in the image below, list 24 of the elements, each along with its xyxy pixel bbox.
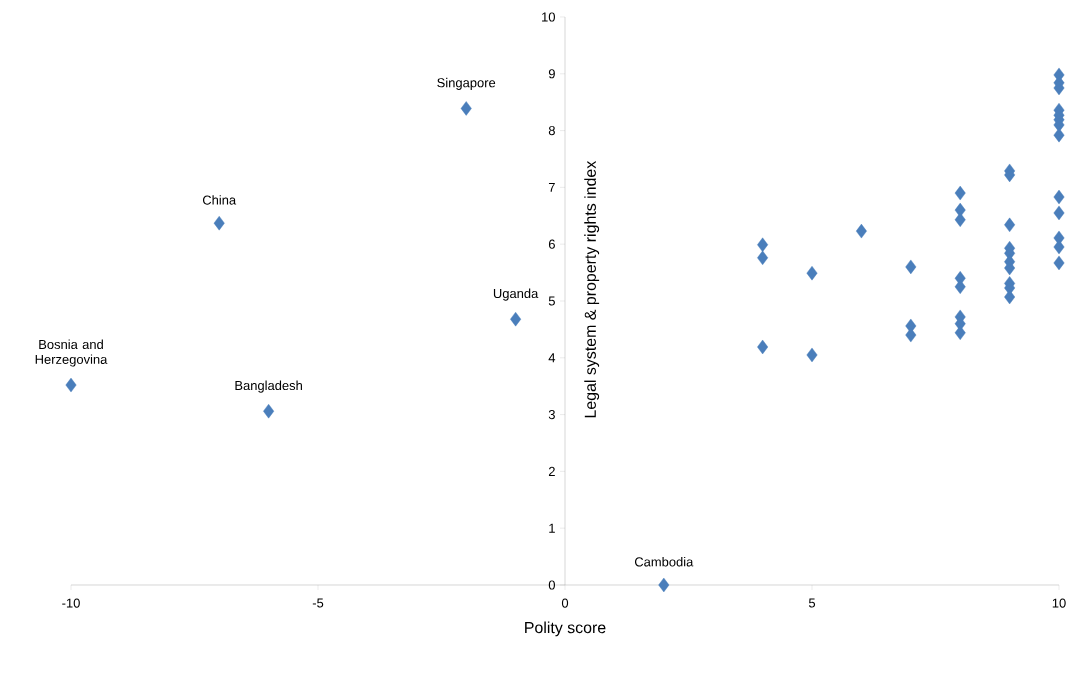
y-tick-label: 3: [548, 410, 555, 420]
y-tick-label: 2: [548, 466, 555, 476]
y-axis-title: Legal system & property rights index: [584, 160, 600, 418]
x-tick-label: -5: [312, 598, 324, 608]
x-tick-label: 10: [1052, 598, 1066, 608]
y-tick-label: 7: [548, 182, 555, 192]
x-tick-label: 0: [561, 598, 569, 608]
annotation: Cambodia: [634, 556, 694, 567]
annotation: Bosnia and Herzegovina: [35, 339, 108, 367]
y-tick-label: 0: [548, 580, 555, 590]
y-tick-label: 10: [542, 12, 555, 22]
x-tick-label: -10: [62, 598, 80, 608]
x-tick-label: 5: [808, 598, 816, 608]
y-tick-label: 5: [548, 296, 555, 306]
annotation: Bangladesh: [235, 380, 302, 393]
y-tick-label: 6: [548, 239, 555, 249]
annotation: China: [202, 195, 237, 205]
annotation: Uganda: [493, 288, 539, 301]
y-tick-label: 4: [548, 353, 556, 363]
annotation: Singapore: [437, 77, 496, 90]
x-axis-title: Polity score: [525, 621, 606, 637]
y-tick-label: 8: [548, 126, 555, 136]
y-tick-label: 9: [548, 69, 555, 79]
y-tick-label: 1: [549, 523, 555, 533]
